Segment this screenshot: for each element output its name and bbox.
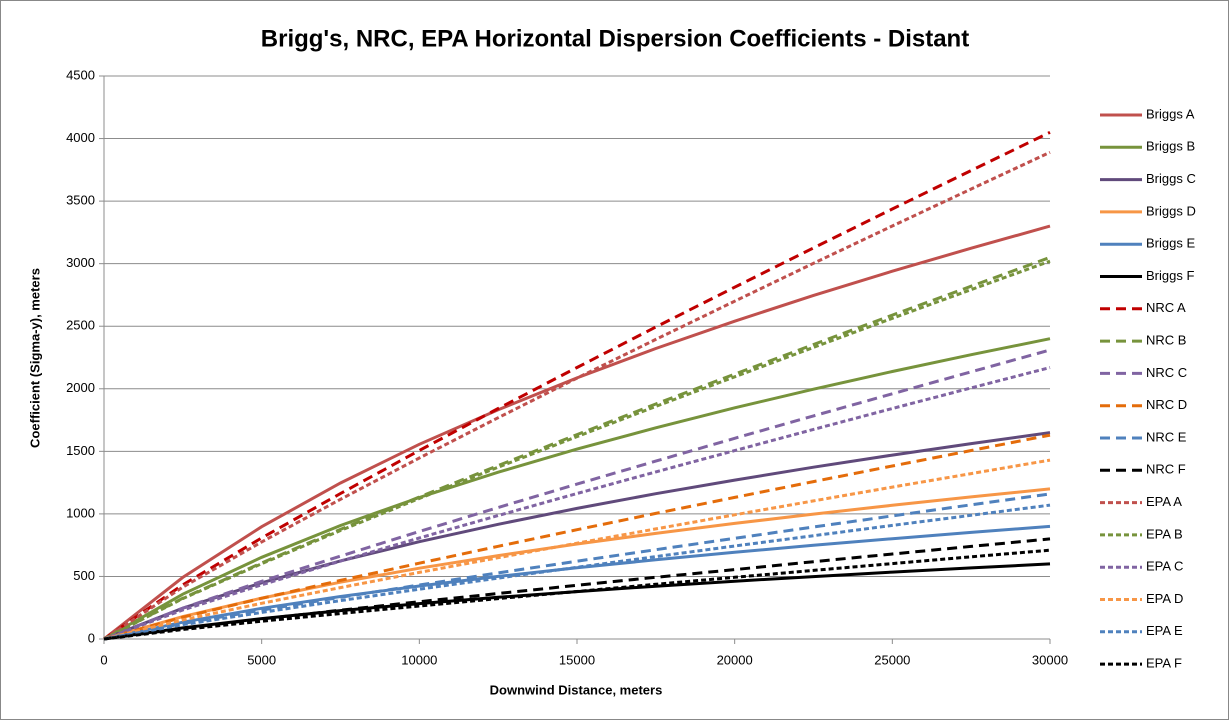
y-tick-label: 1500 [66,443,95,458]
series-line [103,503,1051,641]
y-tick-label: 0 [88,630,95,645]
series-line [103,524,1051,641]
y-tick-label: 2500 [66,318,95,333]
legend-label: EPA C [1146,559,1183,574]
y-tick-label: 4000 [66,130,95,145]
series-line [103,130,1051,641]
legend-label: Briggs C [1146,171,1196,186]
x-tick-label: 0 [100,652,107,667]
chart-title: Brigg's, NRC, EPA Horizontal Dispersion … [261,25,969,52]
series-line [103,348,1051,641]
legend-label: Briggs E [1146,236,1195,251]
series-line [103,337,1051,641]
series-line [103,458,1051,641]
legend-label: Briggs F [1146,268,1194,283]
legend-label: NRC F [1146,462,1186,477]
legend-label: NRC B [1146,333,1186,348]
y-tick-label: 2000 [66,380,95,395]
y-tick-label: 3500 [66,193,95,208]
y-tick-label: 500 [73,568,95,583]
y-tick-label: 4500 [66,67,95,82]
series-line [103,537,1051,641]
x-axis-label: Downwind Distance, meters [490,682,663,697]
legend-label: EPA D [1146,591,1183,606]
series-line [103,433,1051,641]
legend-label: Briggs D [1146,203,1196,218]
x-tick-label: 30000 [1032,652,1068,667]
legend-label: NRC D [1146,397,1187,412]
series-line [103,255,1051,641]
legend-label: Briggs A [1146,106,1195,121]
series-line [103,259,1051,641]
x-tick-label: 25000 [874,652,910,667]
legend-label: EPA E [1146,623,1183,638]
legend-label: EPA B [1146,526,1183,541]
y-axis-label: Coefficient (Sigma-y), meters [27,268,42,448]
x-tick-label: 20000 [717,652,753,667]
x-tick-label: 15000 [559,652,595,667]
legend-label: Briggs B [1146,139,1195,154]
legend-label: NRC C [1146,365,1187,380]
y-tick-label: 3000 [66,255,95,270]
x-tick-label: 10000 [401,652,437,667]
legend-label: EPA F [1146,656,1182,671]
y-tick-label: 1000 [66,505,95,520]
legend-label: NRC A [1146,300,1186,315]
legend-label: EPA A [1146,494,1182,509]
legend-label: NRC E [1146,429,1187,444]
series-line [103,548,1051,641]
x-tick-label: 5000 [247,652,276,667]
series-line [103,150,1051,641]
series-line [103,492,1051,641]
